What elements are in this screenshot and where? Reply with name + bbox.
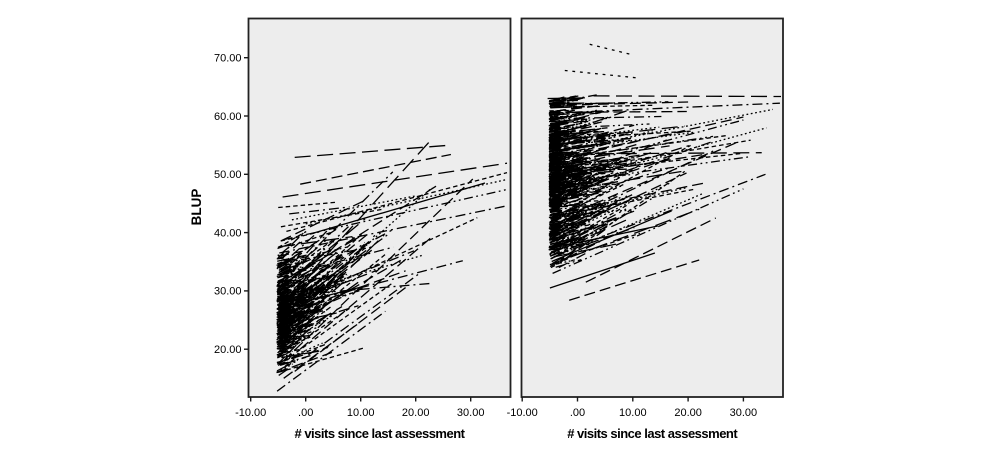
svg-text:10.00: 10.00: [619, 407, 647, 419]
svg-text:20.00: 20.00: [214, 344, 242, 356]
svg-text:70.00: 70.00: [214, 53, 242, 65]
svg-text:-10.00: -10.00: [507, 407, 538, 419]
svg-text:30.00: 30.00: [457, 407, 485, 419]
svg-text:# visits since last assessment: # visits since last assessment: [567, 426, 738, 441]
svg-text:50.00: 50.00: [214, 169, 242, 181]
svg-text:30.00: 30.00: [214, 286, 242, 298]
svg-text:-10.00: -10.00: [235, 407, 266, 419]
svg-text:BLUP: BLUP: [189, 189, 204, 226]
svg-text:.00: .00: [298, 407, 313, 419]
svg-text:40.00: 40.00: [214, 227, 242, 239]
svg-text:30.00: 30.00: [730, 407, 758, 419]
svg-text:20.00: 20.00: [674, 407, 702, 419]
svg-text:.00: .00: [570, 407, 585, 419]
svg-text:# visits since last assessment: # visits since last assessment: [294, 426, 465, 441]
svg-text:60.00: 60.00: [214, 111, 242, 123]
svg-text:20.00: 20.00: [402, 407, 430, 419]
svg-text:10.00: 10.00: [347, 407, 375, 419]
